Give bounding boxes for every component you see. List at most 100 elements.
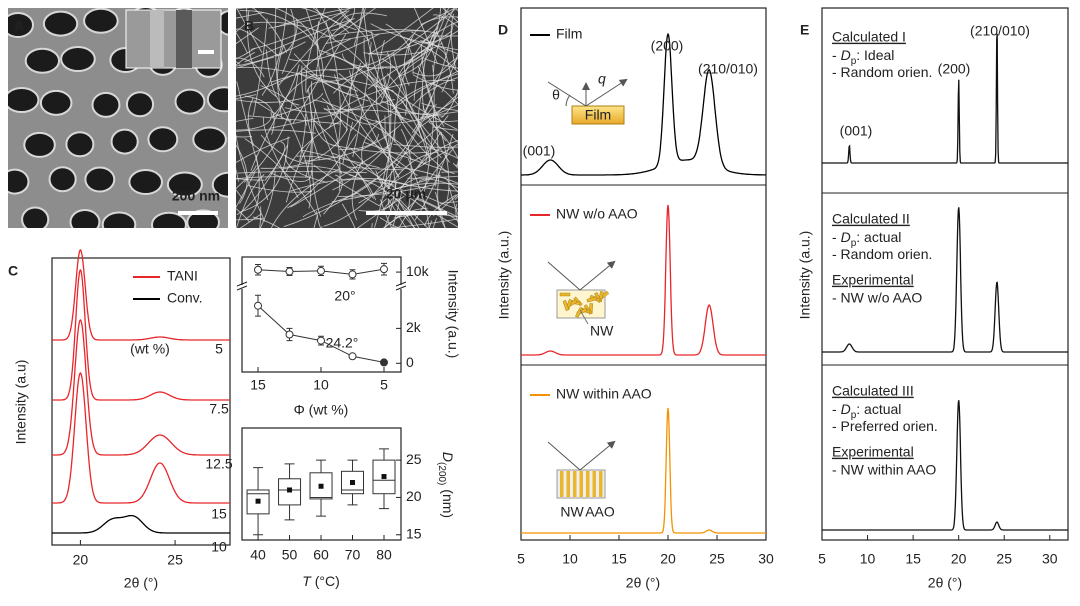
fiber — [439, 0, 445, 6]
text-part: - — [832, 229, 841, 245]
axis-break — [236, 285, 406, 289]
xrd-curve — [822, 400, 1068, 531]
pore — [192, 126, 227, 153]
fiber — [428, 220, 432, 228]
fiber — [432, 21, 458, 37]
fiber — [428, 121, 458, 160]
x-axis-label: T (°C) — [302, 573, 340, 589]
y-tick-label: 10k — [406, 263, 430, 279]
xrd-curve — [52, 514, 230, 534]
pore — [60, 46, 96, 73]
fiber — [337, 8, 371, 42]
block-detail: - Dp: actual — [832, 401, 901, 421]
pore — [125, 91, 155, 118]
fiber — [299, 113, 307, 162]
fiber — [305, 8, 319, 48]
fiber — [265, 49, 284, 106]
point — [348, 352, 357, 361]
pore — [83, 8, 119, 34]
inset-label: NW — [590, 323, 614, 339]
xrd-curve — [52, 372, 230, 504]
block-title: Experimental — [832, 444, 914, 460]
xrd-curve — [521, 32, 766, 176]
mean — [350, 480, 356, 486]
point — [379, 358, 388, 367]
fiber — [328, 62, 362, 129]
pore — [128, 169, 163, 196]
fiber — [368, 8, 434, 55]
fiber — [270, 168, 340, 228]
fiber — [260, 134, 313, 165]
fiber — [285, 138, 314, 203]
fiber — [320, 226, 323, 228]
pointer — [579, 309, 589, 325]
fiber — [239, 10, 320, 49]
fiber — [252, 216, 281, 228]
variable: D — [841, 229, 851, 245]
fiber — [285, 154, 328, 183]
fiber — [413, 8, 438, 65]
fiber — [173, 0, 273, 6]
fiber — [247, 115, 341, 125]
fiber — [376, 115, 449, 175]
fiber — [288, 33, 380, 62]
y-tick-label: 25 — [406, 451, 422, 467]
fiber — [315, 18, 353, 80]
fiber — [236, 117, 254, 122]
fiber — [413, 36, 433, 101]
series-line — [257, 305, 385, 363]
fiber — [287, 133, 357, 209]
fiber — [439, 201, 458, 204]
inset-label: AAO — [585, 504, 615, 520]
fiber — [278, 10, 350, 86]
film-block — [571, 105, 625, 125]
x-tick-label: 10 — [860, 551, 876, 567]
fiber — [393, 143, 458, 148]
fiber — [455, 8, 458, 12]
y-axis-label: Intensity (a.u) — [13, 360, 29, 445]
fiber — [305, 8, 326, 93]
fiber — [395, 166, 458, 184]
fiber — [422, 8, 450, 111]
inset-label: NW — [560, 504, 584, 520]
fiber — [340, 8, 343, 9]
subscript: p — [851, 56, 857, 67]
fiber — [455, 203, 458, 224]
fiber — [237, 171, 367, 174]
aao-pore-wire — [599, 471, 603, 497]
fiber — [236, 81, 269, 201]
fiber — [412, 74, 458, 91]
block-title: Calculated II — [832, 211, 910, 227]
fiber — [283, 177, 377, 228]
mean — [287, 487, 293, 493]
fiber — [458, 0, 468, 6]
x-tick-label: 70 — [345, 547, 361, 563]
mean — [318, 483, 324, 489]
fiber — [236, 47, 256, 60]
aao-pore-wire — [560, 471, 564, 497]
nanowire — [559, 292, 571, 297]
fiber — [379, 217, 400, 228]
fiber — [331, 8, 356, 32]
fiber — [370, 23, 458, 51]
fiber — [236, 171, 256, 209]
fiber — [236, 129, 316, 134]
pore — [147, 126, 179, 153]
fiber — [329, 34, 414, 71]
block-detail: - Random orien. — [832, 64, 932, 80]
y-tick-label: 15 — [406, 525, 422, 541]
beam — [547, 440, 616, 471]
xrd-curve — [822, 207, 1068, 353]
fiber — [363, 42, 443, 56]
plot-frame — [241, 256, 402, 373]
fiber — [385, 218, 458, 228]
fiber — [239, 213, 262, 228]
fiber — [383, 131, 442, 210]
fiber — [383, 181, 415, 228]
fiber — [423, 64, 435, 192]
fiber — [456, 159, 458, 167]
legend-label: Conv. — [167, 290, 203, 306]
pore — [39, 89, 73, 116]
pore — [21, 206, 50, 228]
